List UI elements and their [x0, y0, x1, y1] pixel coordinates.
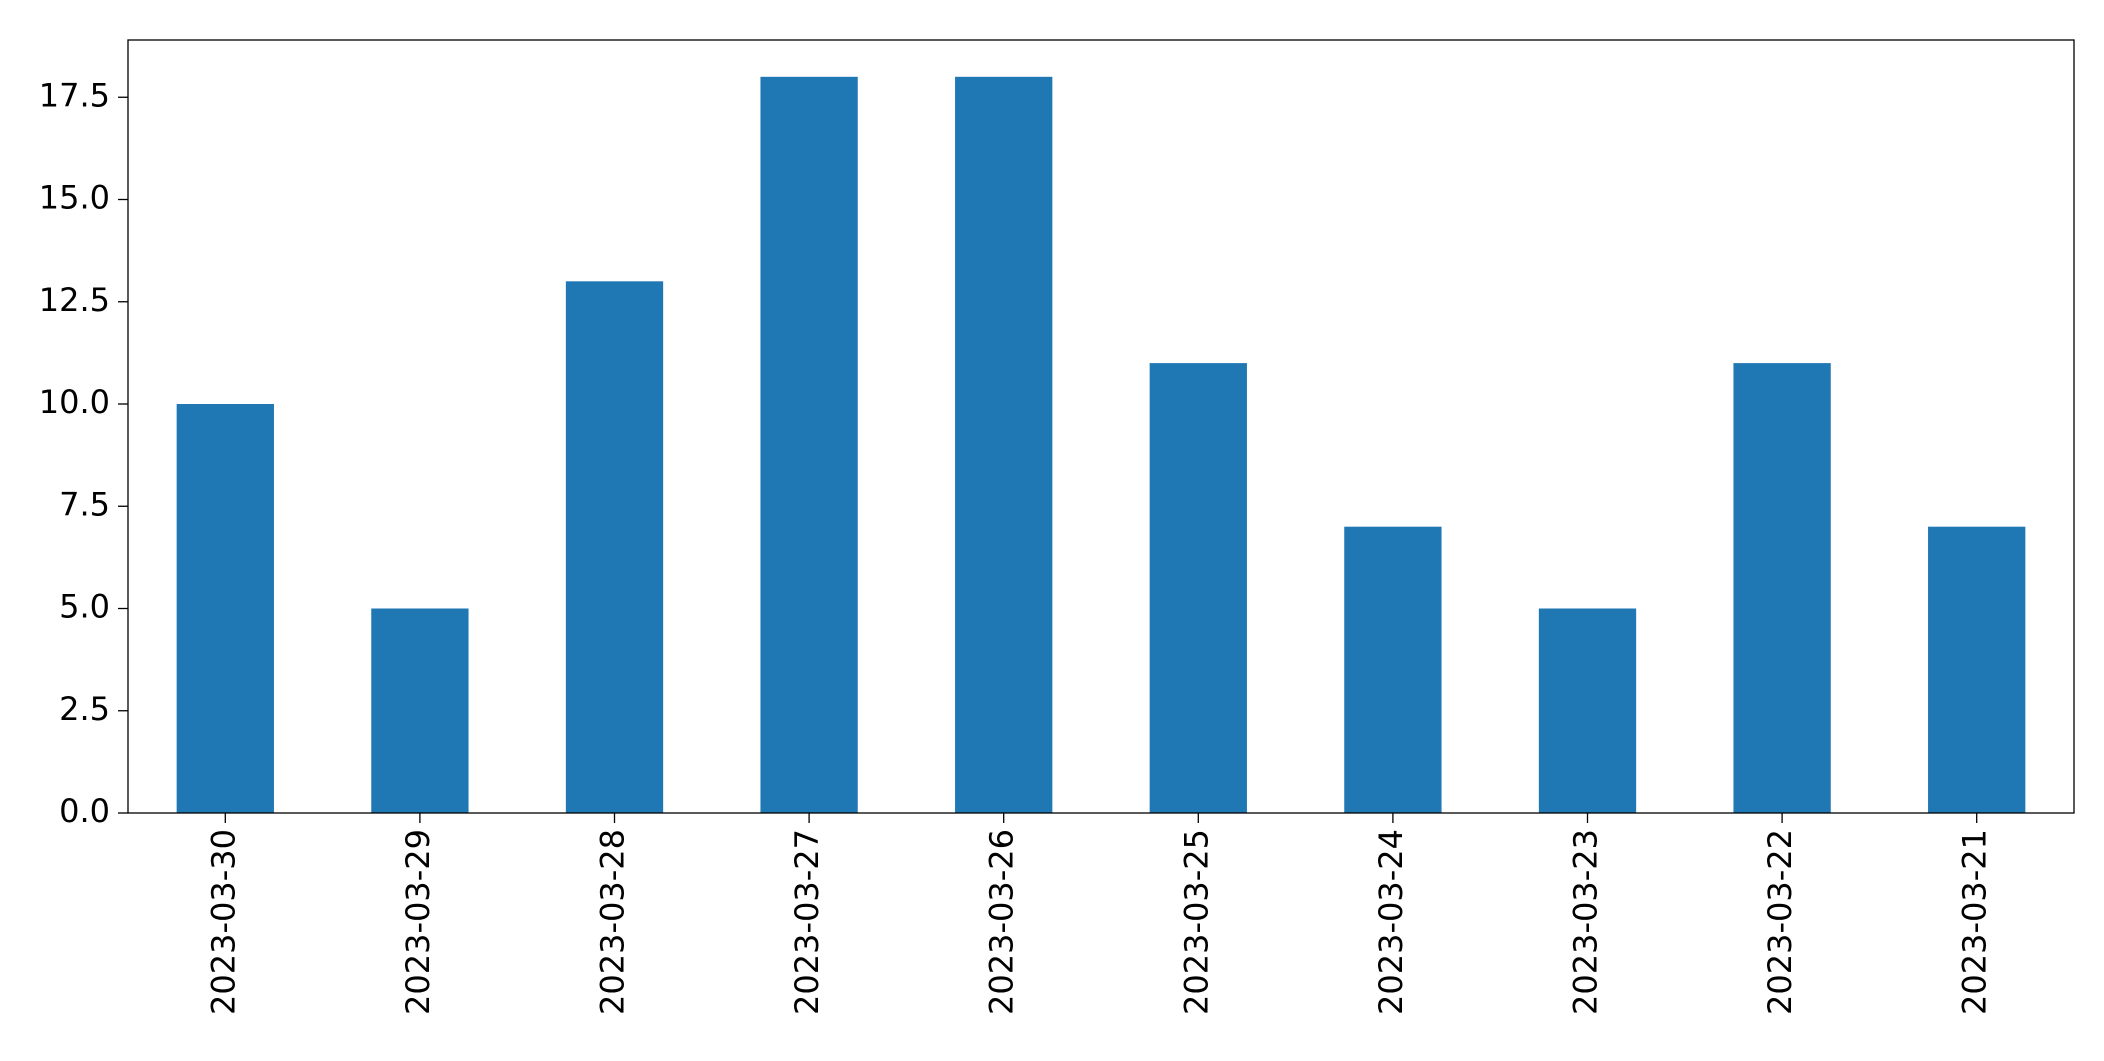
y-tick-label: 12.5 [39, 281, 110, 319]
y-tick-label: 17.5 [39, 76, 110, 114]
x-tick-label: 2023-03-30 [204, 829, 242, 1015]
bar [760, 76, 858, 814]
bar [565, 281, 664, 813]
x-tick-label: 2023-03-25 [1177, 829, 1215, 1015]
bar [1344, 526, 1442, 813]
y-tick-label: 0.0 [59, 792, 110, 830]
y-tick-label: 10.0 [39, 383, 110, 421]
x-tick-label: 2023-03-26 [983, 829, 1021, 1015]
bar [371, 608, 469, 813]
bar [1538, 608, 1637, 813]
x-tick-label: 2023-03-23 [1567, 829, 1605, 1015]
x-tick-label: 2023-03-24 [1372, 829, 1410, 1015]
y-tick-label: 7.5 [59, 485, 110, 523]
bar [1149, 363, 1247, 813]
x-tick-label: 2023-03-28 [594, 829, 632, 1015]
x-tick-label: 2023-03-29 [399, 829, 437, 1015]
bar [955, 76, 1053, 814]
y-tick-label: 5.0 [59, 588, 110, 626]
bar [1733, 363, 1831, 813]
x-tick-label: 2023-03-22 [1761, 829, 1799, 1015]
x-tick-label: 2023-03-27 [788, 829, 826, 1015]
bar [1928, 526, 2026, 813]
y-tick-label: 2.5 [59, 690, 110, 728]
bar [176, 404, 274, 813]
x-tick-label: 2023-03-21 [1956, 829, 1994, 1015]
plot-frame [127, 39, 2075, 814]
y-tick-label: 15.0 [39, 179, 110, 217]
